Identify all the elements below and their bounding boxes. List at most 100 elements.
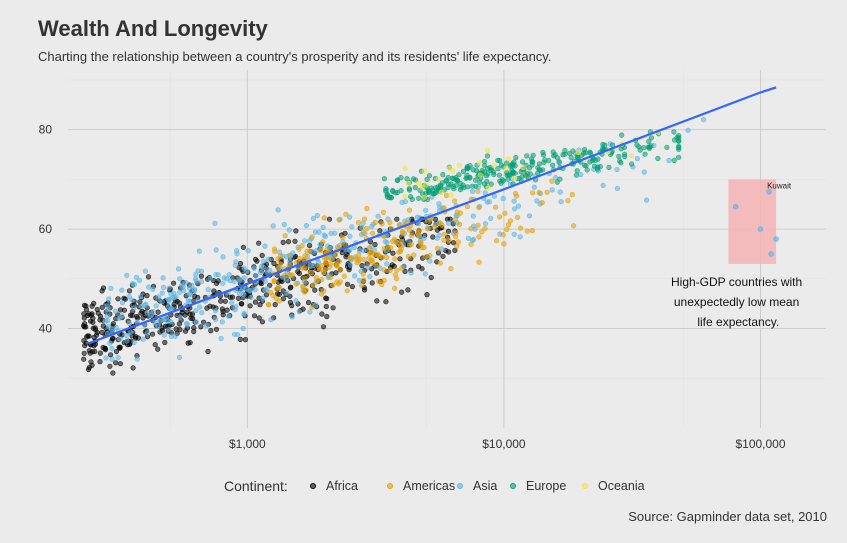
point-americas xyxy=(387,219,393,226)
point-africa xyxy=(430,234,436,240)
point-asia xyxy=(115,355,121,361)
point-asia xyxy=(423,207,429,213)
point-europe xyxy=(606,164,612,170)
point-africa xyxy=(424,292,430,298)
point-asia xyxy=(142,302,148,308)
point-asia xyxy=(469,188,476,194)
point-asia xyxy=(500,195,506,202)
point-americas xyxy=(454,243,460,249)
point-europe xyxy=(671,129,677,135)
point-africa xyxy=(242,337,248,343)
point-americas xyxy=(301,265,308,271)
point-africa xyxy=(91,300,97,307)
point-americas xyxy=(446,237,452,243)
point-europe xyxy=(600,145,606,151)
point-asia xyxy=(275,207,281,213)
point-americas xyxy=(341,273,347,279)
point-americas xyxy=(271,278,277,284)
point-asia xyxy=(112,308,119,314)
point-americas xyxy=(394,267,400,273)
point-asia xyxy=(367,274,373,280)
point-africa xyxy=(144,293,150,299)
point-asia xyxy=(185,298,191,304)
point-africa xyxy=(383,299,389,305)
point-americas xyxy=(406,207,413,213)
point-africa xyxy=(349,284,356,290)
point-asia xyxy=(219,319,225,325)
point-asia xyxy=(253,273,259,279)
point-asia xyxy=(287,258,293,265)
point-asia xyxy=(161,332,167,338)
point-asia xyxy=(332,230,338,236)
point-oceania xyxy=(520,165,526,171)
point-asia xyxy=(203,323,209,329)
point-europe xyxy=(637,147,643,153)
point-africa xyxy=(445,228,452,234)
point-americas xyxy=(340,234,346,240)
point-africa xyxy=(267,282,273,288)
point-europe xyxy=(575,154,581,160)
point-africa xyxy=(92,325,98,331)
point-africa xyxy=(145,274,152,280)
point-americas xyxy=(334,263,340,269)
point-europe xyxy=(671,137,678,143)
point-americas xyxy=(406,227,413,233)
point-africa xyxy=(198,324,204,330)
point-africa xyxy=(190,315,196,322)
point-asia xyxy=(614,166,620,173)
point-africa xyxy=(117,361,123,367)
point-asia xyxy=(313,302,319,308)
point-europe xyxy=(522,172,529,178)
point-americas xyxy=(366,255,372,261)
point-asia xyxy=(109,345,115,352)
point-americas xyxy=(276,298,282,304)
point-europe xyxy=(552,152,558,158)
point-americas xyxy=(309,304,315,311)
point-asia xyxy=(187,292,193,298)
point-americas xyxy=(569,191,575,198)
point-europe xyxy=(549,162,556,168)
point-europe xyxy=(671,157,677,163)
point-asia xyxy=(244,286,250,292)
point-africa xyxy=(94,329,100,336)
point-asia xyxy=(108,285,114,292)
point-asia xyxy=(634,156,641,162)
point-africa xyxy=(218,298,224,304)
point-americas xyxy=(504,226,510,232)
point-asia xyxy=(302,238,308,244)
point-africa xyxy=(416,264,422,270)
point-americas xyxy=(392,256,398,262)
point-africa xyxy=(369,280,375,286)
point-americas xyxy=(376,278,382,285)
point-americas xyxy=(278,253,284,259)
point-asia xyxy=(347,262,353,268)
point-asia xyxy=(233,304,239,310)
point-americas xyxy=(372,219,378,225)
point-europe xyxy=(473,183,479,189)
point-africa xyxy=(293,228,299,234)
point-africa xyxy=(126,288,133,294)
point-americas xyxy=(319,277,325,283)
chart-subtitle: Charting the relationship between a coun… xyxy=(38,49,551,64)
point-europe xyxy=(655,155,661,162)
point-asia xyxy=(148,312,154,319)
legend-label: Americas xyxy=(403,479,455,493)
point-africa xyxy=(171,280,177,286)
point-americas xyxy=(286,252,292,258)
point-oceania xyxy=(511,175,518,181)
point-asia xyxy=(218,335,224,342)
point-asia xyxy=(229,300,235,306)
point-asia xyxy=(470,213,476,219)
point-africa xyxy=(81,356,87,362)
point-europe xyxy=(465,184,471,190)
point-europe xyxy=(457,187,464,193)
point-asia xyxy=(286,227,292,233)
point-europe xyxy=(581,150,587,156)
point-africa xyxy=(177,327,183,333)
point-americas xyxy=(456,221,463,227)
point-africa xyxy=(86,348,92,354)
point-europe xyxy=(574,168,580,174)
point-oceania xyxy=(405,180,412,186)
point-africa xyxy=(324,313,330,320)
point-europe xyxy=(622,154,628,160)
